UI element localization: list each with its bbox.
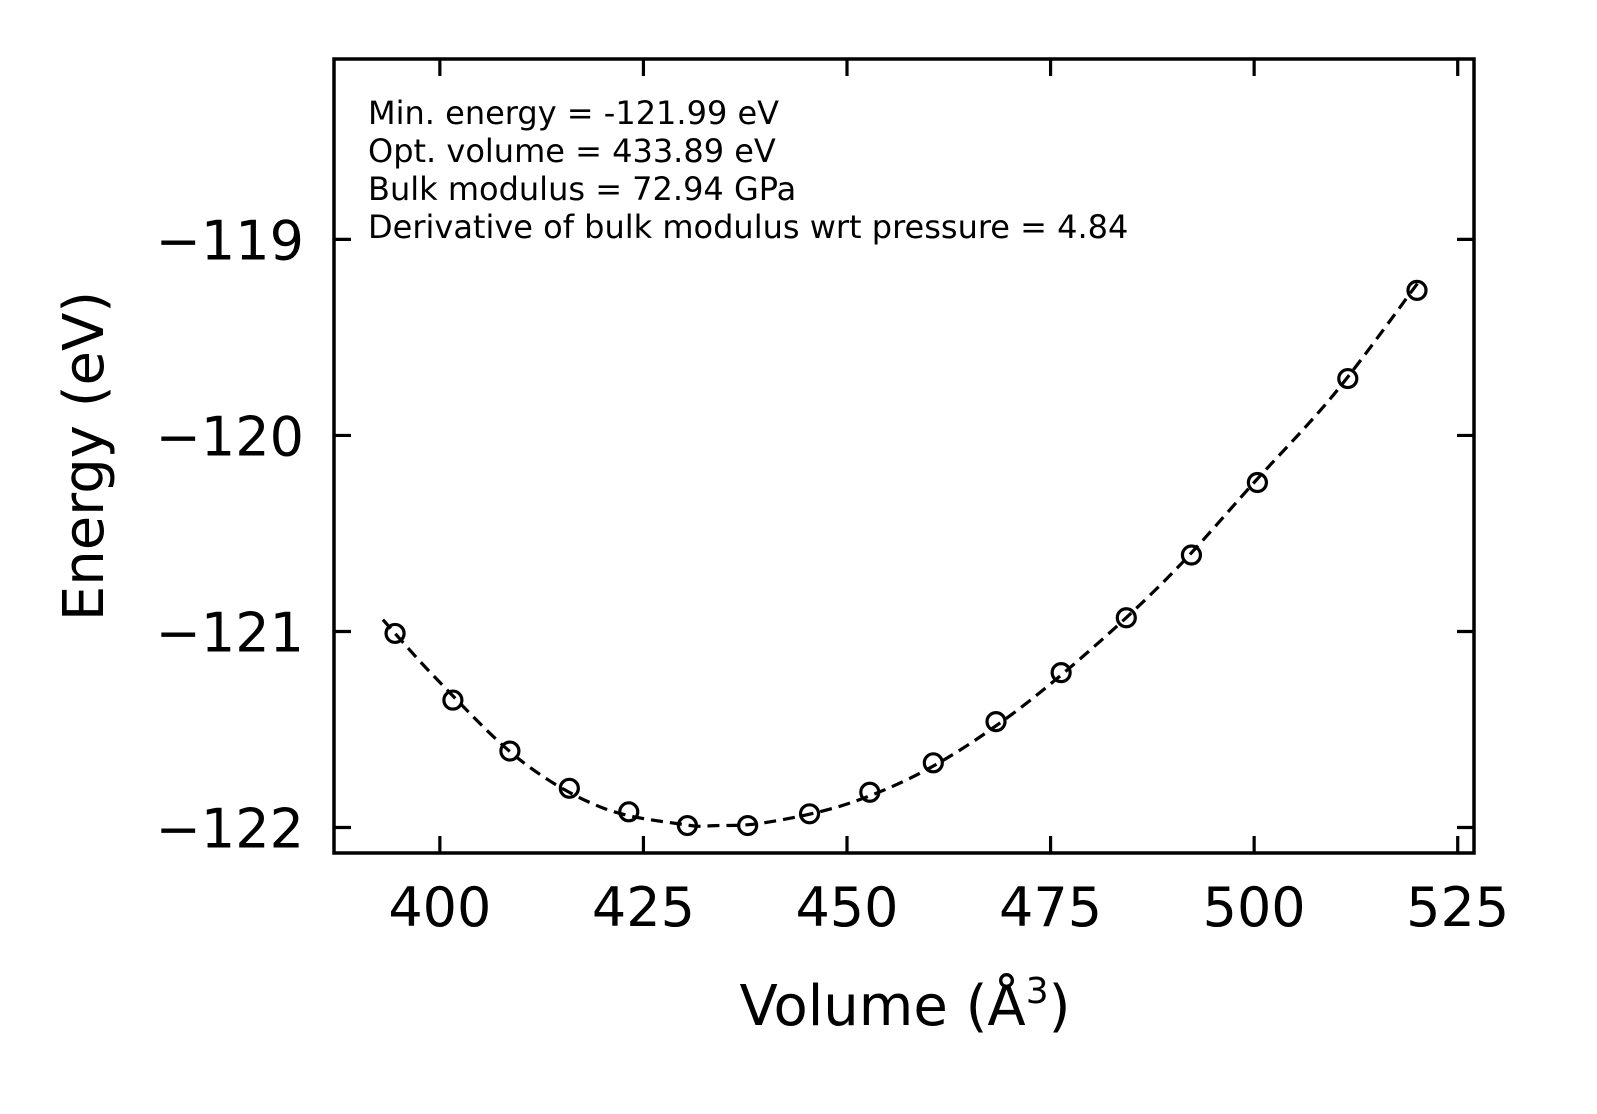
annotation-line: Derivative of bulk modulus wrt pressure … [368,208,1128,246]
x-axis-label-text: Volume (Å [740,973,1026,1039]
data-point [442,689,464,711]
data-point [499,740,521,762]
x-axis-label: Volume (Å3) [740,971,1071,1039]
data-point [618,801,640,823]
data-point [558,777,580,799]
x-tick-label: 500 [1203,876,1306,939]
axes-frame [332,57,1476,855]
x-axis-label-superscript: 3 [1026,971,1049,1012]
x-tick-label: 450 [795,876,898,939]
y-tick-labels: −119 −120 −121 −122 [156,209,304,860]
fit-curve [381,277,1423,828]
data-point [676,814,699,837]
x-tick-label: 400 [388,876,491,939]
data-point [1180,544,1203,566]
y-axis-label: Energy (eV) [52,291,117,621]
data-point [1337,367,1359,390]
x-tick-label: 525 [1406,876,1509,939]
y-tick-label: −119 [156,209,304,272]
y-tick-label: −121 [156,601,304,664]
data-points [384,279,1428,837]
annotation-line: Min. energy = -121.99 eV [368,94,779,132]
x-tick-label: 425 [592,876,695,939]
y-tick-label: −122 [156,798,304,861]
annotation-line: Bulk modulus = 72.94 GPa [368,170,796,208]
y-tick-label: −120 [156,405,304,468]
data-point [985,711,1007,733]
annotation-line: Opt. volume = 433.89 eV [368,132,776,170]
data-point [922,752,944,774]
data-point [1115,607,1137,629]
x-tick-label: 475 [999,876,1102,939]
data-point [859,781,881,803]
x-axis-label-close: ) [1049,974,1071,1039]
data-point [1050,662,1072,684]
x-tick-labels: 400 425 450 475 500 525 [388,876,1509,939]
data-point [737,814,759,837]
axis-ticks [334,59,1474,853]
data-point [1246,471,1269,494]
data-point [384,622,406,645]
data-point [798,803,821,825]
data-point [1406,279,1428,301]
